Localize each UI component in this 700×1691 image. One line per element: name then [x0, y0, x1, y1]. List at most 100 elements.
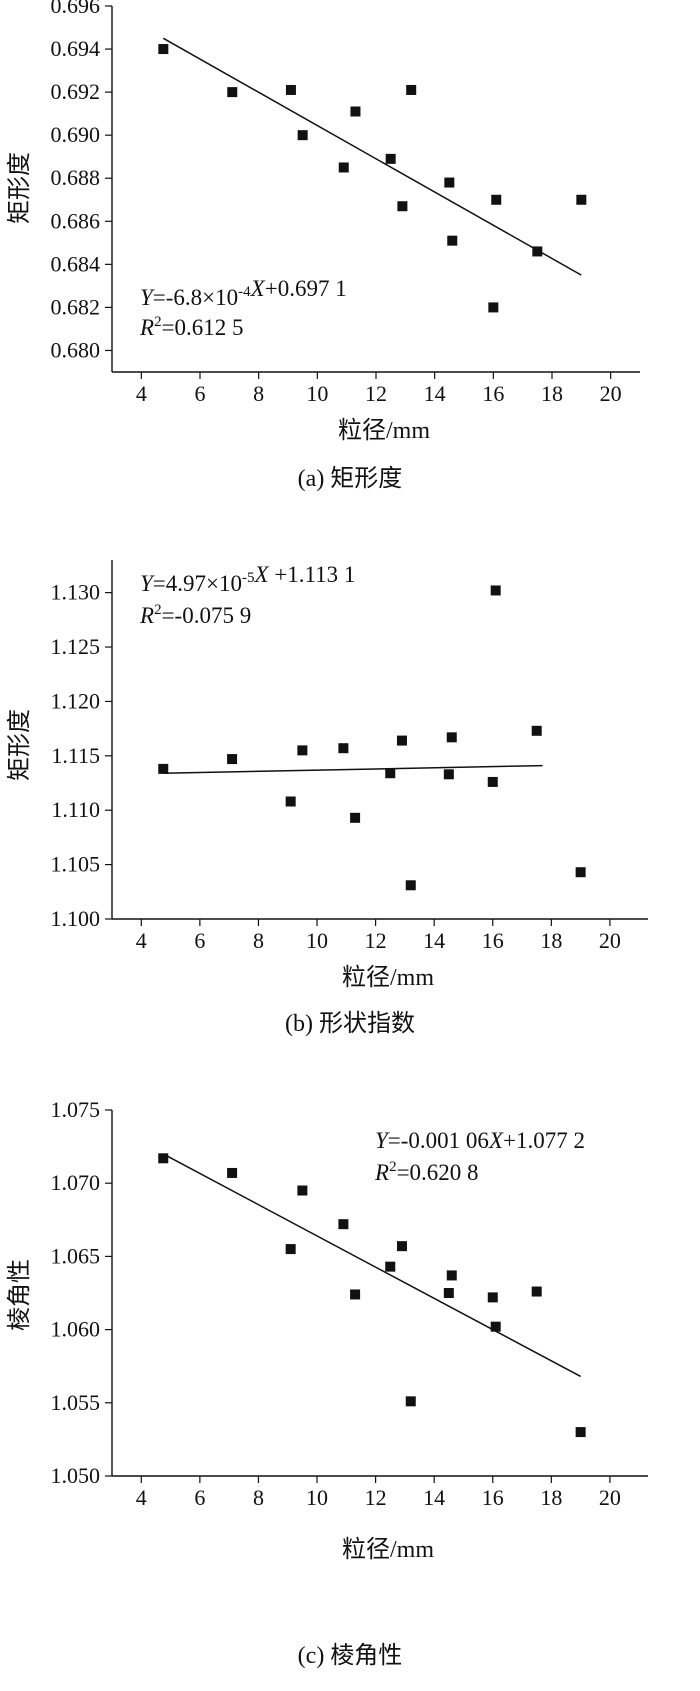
- chart-b-data-point: [531, 725, 542, 736]
- chart-b-x-tick-label: 20: [599, 928, 621, 953]
- chart-a-data-point: [397, 201, 408, 212]
- chart-c-data-point: [575, 1427, 586, 1438]
- chart-a-x-tick-label: 18: [541, 381, 563, 406]
- chart-a-y-tick-label: 0.696: [51, 0, 101, 18]
- chart-c-r-squared: R2=0.620 8: [374, 1159, 479, 1185]
- chart-c-data-point: [350, 1289, 361, 1300]
- chart-b-data-point: [338, 743, 349, 754]
- chart-a-data-point: [297, 130, 308, 141]
- chart-a-data-point: [444, 177, 455, 188]
- chart-c-x-tick-label: 18: [540, 1485, 562, 1510]
- chart-c-x-tick-label: 20: [599, 1485, 621, 1510]
- chart-a-data-point: [227, 87, 238, 98]
- chart-c-x-tick-label: 4: [136, 1485, 147, 1510]
- chart-c-y-tick-label: 1.050: [51, 1463, 101, 1488]
- chart-c-data-point: [285, 1244, 296, 1255]
- chart-a-data-point: [488, 302, 499, 313]
- chart-c-data-point: [227, 1167, 238, 1178]
- chart-b-data-point: [396, 735, 407, 746]
- chart-a-data-point: [406, 84, 417, 95]
- chart-a-x-tick-label: 6: [195, 381, 206, 406]
- chart-a-data-point: [576, 194, 587, 205]
- chart-b-data-point: [285, 796, 296, 807]
- chart-c-x-tick-label: 12: [365, 1485, 387, 1510]
- chart-a-y-tick-label: 0.682: [51, 294, 101, 319]
- chart-a-y-tick-label: 0.692: [51, 79, 101, 104]
- chart-c-plot: 4 6 8 10 12 14 16 18 20 1.050 1.055 1.060 1.065 1.070…: [6, 1097, 648, 1563]
- chart-b-data-point: [350, 812, 361, 823]
- chart-a-data-point: [491, 194, 502, 205]
- chart-a-x-tick-label: 14: [424, 381, 446, 406]
- chart-b-y-tick-label: 1.105: [51, 852, 101, 877]
- chart-b: 4 6 8 10 12 14 16 18 20 1.100 1.105 1.110 1.115 1.120…: [0, 545, 700, 1075]
- chart-a-data-point: [338, 162, 349, 173]
- chart-b-r-squared: R2=-0.075 9: [139, 602, 251, 628]
- chart-b-data-point: [227, 754, 238, 765]
- chart-b-x-tick-label: 16: [482, 928, 504, 953]
- chart-a-x-tick-label: 16: [482, 381, 504, 406]
- chart-b-x-axis-title: 粒径/mm: [342, 964, 434, 991]
- chart-a-data-point: [447, 235, 458, 246]
- chart-a-r-squared: R2=0.612 5: [139, 314, 244, 340]
- chart-a-y-tick-label: 0.688: [51, 165, 101, 190]
- chart-b-y-tick-label: 1.120: [51, 688, 101, 713]
- chart-b-data-point: [385, 768, 396, 779]
- chart-c-data-point: [531, 1286, 542, 1297]
- chart-c-x-tick-label: 14: [423, 1485, 445, 1510]
- chart-b-y-tick-label: 1.125: [51, 634, 101, 659]
- chart-c-data-point: [446, 1270, 457, 1281]
- chart-b-x-tick-label: 18: [540, 928, 562, 953]
- chart-c-y-axis-title: 棱角性: [6, 1259, 33, 1331]
- chart-b-plot: 4 6 8 10 12 14 16 18 20 1.100 1.105 1.110 1.115 1.120…: [6, 560, 648, 991]
- chart-a-x-axis-title: 粒径/mm: [338, 417, 430, 444]
- chart-a-y-tick-label: 0.690: [51, 122, 101, 147]
- chart-c-x-tick-label: 8: [253, 1485, 264, 1510]
- chart-a-y-tick-label: 0.684: [51, 251, 101, 276]
- chart-b-y-axis-title: 矩形度: [6, 709, 33, 781]
- chart-a-caption: (a) 矩形度: [297, 466, 403, 492]
- chart-a-data-point: [350, 106, 361, 117]
- chart-a-y-tick-label: 0.680: [51, 337, 101, 362]
- chart-b-x-tick-label: 4: [136, 928, 147, 953]
- chart-c-data-point: [443, 1288, 454, 1298]
- chart-c-data-point: [158, 1153, 169, 1164]
- chart-b-x-tick-label: 12: [365, 928, 387, 953]
- chart-c-x-tick-label: 10: [306, 1485, 328, 1510]
- chart-c-caption: (c) 棱角性: [297, 1643, 403, 1669]
- chart-c-y-tick-label: 1.070: [51, 1170, 101, 1195]
- chart-b-data-point: [575, 867, 586, 878]
- chart-b-data-point: [490, 585, 501, 596]
- chart-a-x-tick-label: 4: [136, 381, 147, 406]
- chart-c-y-tick-label: 1.055: [51, 1390, 101, 1415]
- chart-b-data-point: [446, 732, 457, 743]
- chart-a-y-tick-label: 0.686: [51, 208, 101, 233]
- chart-b-data-point: [297, 745, 308, 756]
- chart-b-x-tick-label: 14: [423, 928, 445, 953]
- chart-a-regression-equation: Y=-6.8×10-4X+0.697 1: [140, 276, 347, 310]
- chart-b-caption: (b) 形状指数: [285, 1011, 415, 1037]
- chart-c-x-axis-title: 粒径/mm: [342, 1536, 434, 1563]
- chart-c-data-point: [490, 1321, 501, 1332]
- chart-b-data-point: [158, 763, 169, 774]
- chart-c-y-tick-label: 1.060: [51, 1317, 101, 1342]
- chart-c-data-point: [405, 1396, 416, 1407]
- chart-c-x-tick-label: 6: [194, 1485, 205, 1510]
- chart-b-data-point: [405, 880, 416, 891]
- chart-c-data-point: [297, 1185, 308, 1196]
- chart-a-data-point: [385, 153, 396, 164]
- chart-c: 4 6 8 10 12 14 16 18 20 1.050 1.055 1.060 1.065 1.070…: [0, 1097, 700, 1691]
- chart-b-regression-equation: Y=4.97×10-5X +1.113 1: [140, 562, 355, 596]
- chart-a-data-point: [158, 44, 169, 55]
- chart-a-fit-line: [162, 37, 582, 276]
- chart-c-data-point: [487, 1292, 498, 1303]
- chart-b-x-tick-label: 6: [194, 928, 205, 953]
- chart-a-x-tick-label: 20: [600, 381, 622, 406]
- chart-a-x-tick-label: 12: [365, 381, 387, 406]
- chart-a-y-axis-title: 矩形度: [6, 152, 33, 224]
- chart-c-y-tick-label: 1.075: [51, 1097, 101, 1122]
- chart-c-y-tick-label: 1.065: [51, 1243, 101, 1268]
- chart-b-y-tick-label: 1.115: [51, 743, 100, 768]
- chart-a-x-tick-label: 10: [306, 381, 328, 406]
- chart-c-data-point: [396, 1241, 407, 1252]
- chart-b-data-point: [487, 776, 498, 787]
